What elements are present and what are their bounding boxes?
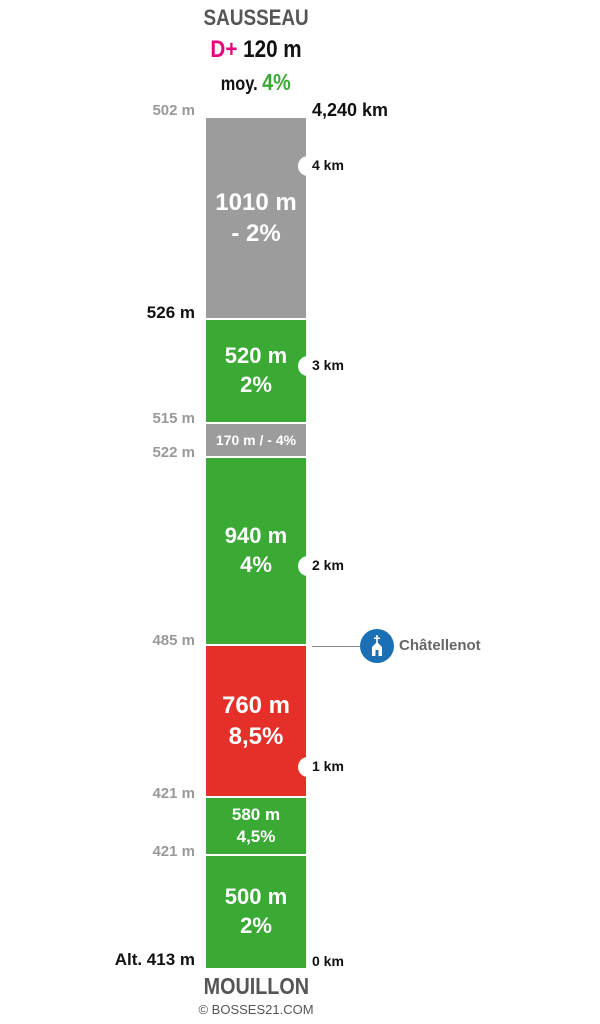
altitude-label: 485 m: [152, 632, 195, 649]
km-marker-1: 1 km: [312, 758, 344, 774]
elevation-gain: D+ 120 m: [0, 36, 512, 64]
segment-5-length: 760 m: [221, 691, 291, 719]
segment-1-gradient: - 2%: [231, 220, 281, 247]
church-icon: [360, 629, 394, 663]
segment-4: 940 m 4%: [206, 458, 306, 646]
km-marker-3: 3 km: [312, 357, 344, 373]
altitude-label: 421 m: [152, 843, 195, 860]
km-marker-2: 2 km: [312, 557, 344, 573]
average-gradient-label: moy.: [220, 74, 258, 95]
segment-2: 520 m 2%: [206, 320, 306, 424]
segment-3-label: 170 m / - 4%: [215, 431, 297, 448]
altitude-label: 515 m: [152, 410, 195, 427]
segment-6-gradient: 4,5%: [236, 827, 276, 846]
segment-7-length: 500 m: [224, 884, 288, 910]
segment-4-gradient: 4%: [240, 552, 272, 577]
segment-5-gradient: 8,5%: [228, 723, 284, 750]
average-gradient: moy. 4%: [0, 69, 512, 96]
climb-summit-name: SAUSSEAU: [203, 5, 309, 30]
segment-1: 1010 m - 2%: [206, 118, 306, 320]
km-notch-3: [298, 356, 312, 376]
segment-4-length: 940 m: [224, 523, 288, 549]
altitude-label: 526 m: [146, 303, 195, 322]
town-name: Châtellenot: [399, 637, 481, 654]
town-leader-line: [312, 646, 360, 647]
total-distance: 4,240 km: [312, 100, 389, 120]
km-notch-2: [298, 556, 312, 576]
segment-7-gradient: 2%: [240, 913, 272, 938]
altitude-label: 522 m: [152, 444, 195, 461]
segment-3: 170 m / - 4%: [206, 424, 306, 458]
km-marker-0: 0 km: [312, 953, 344, 969]
segment-6: 580 m 4,5%: [206, 798, 306, 856]
segment-7: 500 m 2%: [206, 856, 306, 968]
copyright: © BOSSES21.COM: [198, 1002, 314, 1017]
segment-6-length: 580 m: [231, 804, 281, 824]
average-gradient-value: 4%: [262, 69, 292, 95]
segment-1-length: 1010 m: [215, 188, 297, 216]
elevation-gain-label: D+: [210, 36, 238, 63]
altitude-label: 421 m: [152, 785, 195, 802]
segment-2-gradient: 2%: [240, 372, 272, 397]
km-notch-4: [298, 156, 312, 176]
altitude-label: 502 m: [152, 102, 195, 119]
km-notch-1: [298, 757, 312, 777]
segment-2-length: 520 m: [224, 343, 288, 369]
segment-5: 760 m 8,5%: [206, 646, 306, 798]
km-marker-4: 4 km: [312, 157, 344, 173]
elevation-gain-value: 120 m: [243, 36, 302, 63]
climb-profile-bar: 1010 m - 2% 520 m 2% 170 m / - 4% 940 m …: [206, 118, 306, 968]
altitude-label: Alt. 413 m: [114, 950, 195, 969]
climb-start-name: MOUILLON: [203, 973, 309, 999]
